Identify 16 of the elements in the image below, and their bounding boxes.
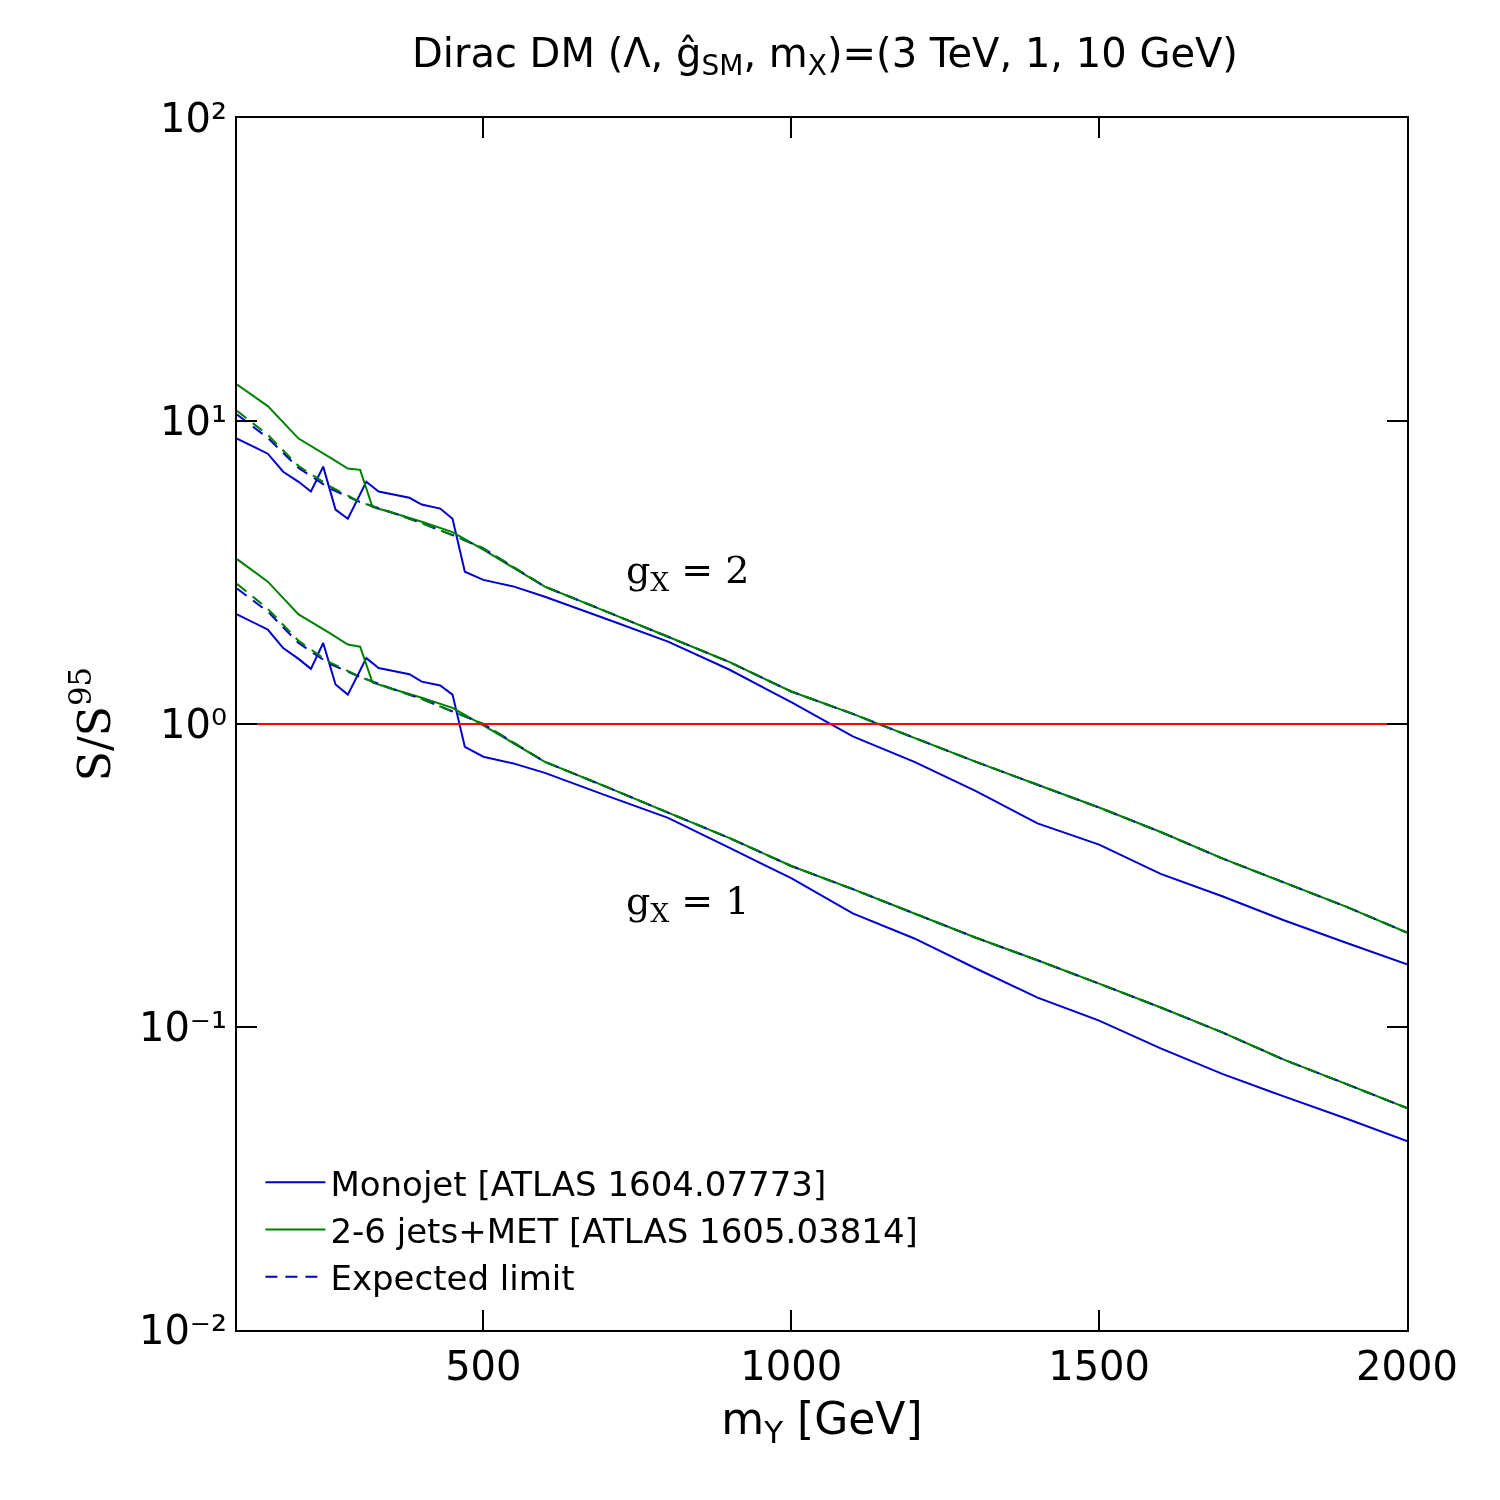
x-tick-label: 2000 <box>1356 1343 1458 1389</box>
y-tick-label: 10⁻¹ <box>138 1004 227 1050</box>
y-tick-label: 10² <box>160 95 227 141</box>
y-tick-label: 10⁰ <box>160 701 227 747</box>
legend-label: Expected limit <box>330 1258 575 1299</box>
x-tick-label: 500 <box>445 1343 522 1389</box>
x-tick-label: 1000 <box>740 1343 843 1389</box>
annotation: g$_{X}$ = 1 <box>626 879 750 928</box>
annotation: g$_{X}$ = 2 <box>626 548 750 597</box>
x-tick-label: 1500 <box>1048 1343 1151 1389</box>
y-tick-label: 10¹ <box>160 398 227 444</box>
y-tick-label: 10⁻² <box>138 1307 227 1353</box>
x-axis-title: m$_{Y}$ [GeV] <box>721 1392 923 1451</box>
legend-label: Monojet [ATLAS 1604.07773] <box>330 1163 827 1204</box>
legend-label: 2-6 jets+MET [ATLAS 1605.03814] <box>330 1210 918 1251</box>
chart-title: Dirac DM (Λ, ĝ$_{SM}$, m$_{X}$)=(3 TeV, 1, 10 GeV) <box>412 29 1238 82</box>
